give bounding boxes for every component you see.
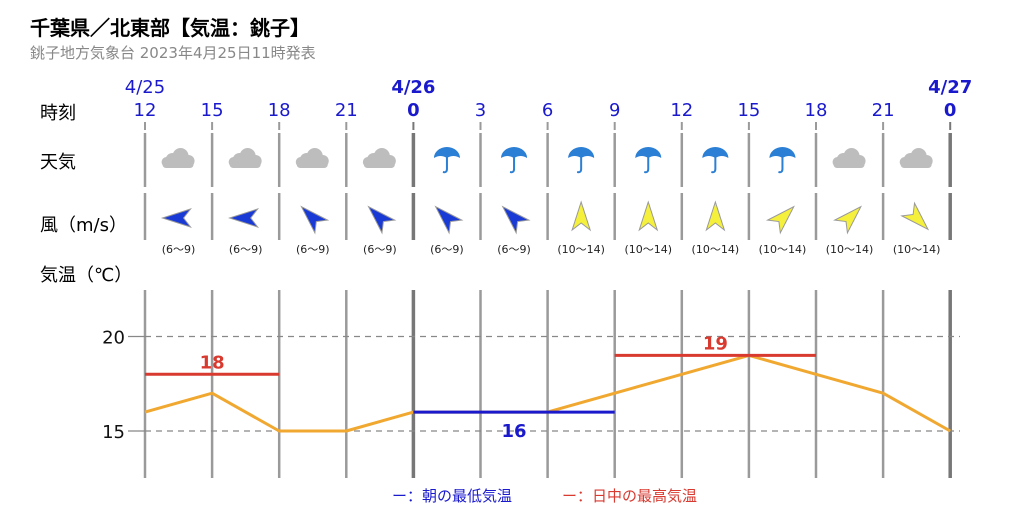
umbrella-icon bbox=[568, 147, 595, 174]
umbrella-icon bbox=[433, 147, 460, 174]
hour-label: 12 bbox=[670, 100, 693, 121]
wind-speed-label: (6〜9) bbox=[296, 243, 330, 256]
issue-info: 銚子地方気象台 2023年4月25日11時発表 bbox=[30, 44, 316, 62]
umbrella-canopy bbox=[769, 147, 796, 158]
hour-label: 0 bbox=[407, 100, 420, 121]
legend-min-text: ：朝の最低気温 bbox=[407, 487, 512, 505]
wind-speed-label: (10〜14) bbox=[893, 243, 941, 256]
row-label-wind: 風（m/s） bbox=[40, 215, 127, 236]
max-temp-label: 18 bbox=[200, 352, 225, 373]
cloud-base bbox=[229, 161, 261, 168]
cloud-base bbox=[833, 161, 865, 168]
umbrella-canopy bbox=[702, 147, 729, 158]
umbrella-canopy bbox=[568, 147, 595, 158]
page-title: 千葉県／北東部【気温：銚子】 bbox=[30, 16, 310, 40]
umbrella-handle bbox=[778, 157, 784, 174]
wind-speed-label: (10〜14) bbox=[624, 243, 672, 256]
hour-label: 15 bbox=[737, 100, 760, 121]
wind-arrow-icon bbox=[765, 205, 795, 235]
wind-speed-label: (6〜9) bbox=[430, 243, 464, 256]
row-label-time: 時刻 bbox=[40, 103, 76, 124]
cloud-icon bbox=[362, 148, 396, 168]
cloud-icon bbox=[899, 148, 933, 168]
wind-arrow-icon bbox=[900, 201, 930, 231]
hour-label: 18 bbox=[805, 100, 828, 121]
umbrella-handle bbox=[711, 157, 717, 174]
cloud-base bbox=[900, 161, 932, 168]
umbrella-icon bbox=[501, 147, 528, 174]
date-label: 4/27 bbox=[928, 77, 972, 98]
legend-max-swatch: ー bbox=[562, 487, 577, 505]
cloud-icon bbox=[832, 148, 866, 168]
wind-arrow-icon bbox=[705, 200, 726, 232]
wind-speed-label: (10〜14) bbox=[692, 243, 740, 256]
umbrella-canopy bbox=[433, 147, 460, 158]
umbrella-icon bbox=[702, 147, 729, 174]
wind-speed-label: (6〜9) bbox=[162, 243, 196, 256]
wind-arrow-icon bbox=[501, 205, 531, 235]
wind-speed-label: (10〜14) bbox=[759, 243, 807, 256]
date-label: 4/26 bbox=[391, 77, 435, 98]
max-temp-label: 19 bbox=[703, 333, 728, 354]
umbrella-handle bbox=[442, 157, 448, 174]
wind-speed-label: (10〜14) bbox=[557, 243, 605, 256]
umbrella-handle bbox=[509, 157, 516, 174]
hour-label: 9 bbox=[609, 100, 620, 121]
wind-arrow-icon bbox=[160, 208, 192, 228]
cloud-icon bbox=[295, 148, 329, 168]
min-temp-label: 16 bbox=[502, 421, 527, 442]
cloud-icon bbox=[228, 148, 262, 168]
umbrella-handle bbox=[644, 157, 650, 174]
umbrella-icon bbox=[769, 147, 796, 174]
hour-label: 21 bbox=[335, 100, 358, 121]
legend-min-swatch: ー bbox=[392, 487, 407, 505]
hour-label: 18 bbox=[268, 100, 291, 121]
wind-arrow-icon bbox=[571, 200, 592, 232]
wind-speed-label: (10〜14) bbox=[826, 243, 874, 256]
wind-arrow-icon bbox=[833, 205, 863, 235]
umbrella-canopy bbox=[635, 147, 662, 158]
legend-max-text: ：日中の最高気温 bbox=[577, 487, 697, 505]
wind-speed-label: (6〜9) bbox=[497, 243, 531, 256]
y-tick-label: 15 bbox=[102, 422, 125, 443]
wind-arrow-icon bbox=[300, 205, 330, 235]
wind-arrow-icon bbox=[638, 200, 659, 232]
umbrella-handle bbox=[576, 157, 583, 174]
row-label-temp: 気温（℃） bbox=[40, 265, 132, 286]
umbrella-canopy bbox=[501, 147, 528, 158]
wind-speed-label: (6〜9) bbox=[363, 243, 397, 256]
row-label-weather: 天気 bbox=[40, 152, 76, 173]
hour-label: 0 bbox=[944, 100, 957, 121]
cloud-base bbox=[363, 161, 395, 168]
hour-label: 12 bbox=[134, 100, 157, 121]
cloud-base bbox=[296, 161, 328, 168]
hour-label: 15 bbox=[201, 100, 224, 121]
cloud-icon bbox=[161, 148, 195, 168]
wind-arrow-icon bbox=[367, 205, 397, 235]
umbrella-icon bbox=[635, 147, 662, 174]
date-label: 4/25 bbox=[125, 77, 165, 98]
wind-arrow-icon bbox=[228, 208, 260, 228]
hour-label: 21 bbox=[872, 100, 895, 121]
y-tick-label: 20 bbox=[102, 328, 125, 349]
hour-label: 3 bbox=[475, 100, 486, 121]
wind-speed-label: (6〜9) bbox=[229, 243, 263, 256]
cloud-base bbox=[162, 161, 194, 168]
hour-label: 6 bbox=[542, 100, 553, 121]
wind-arrow-icon bbox=[434, 205, 464, 235]
